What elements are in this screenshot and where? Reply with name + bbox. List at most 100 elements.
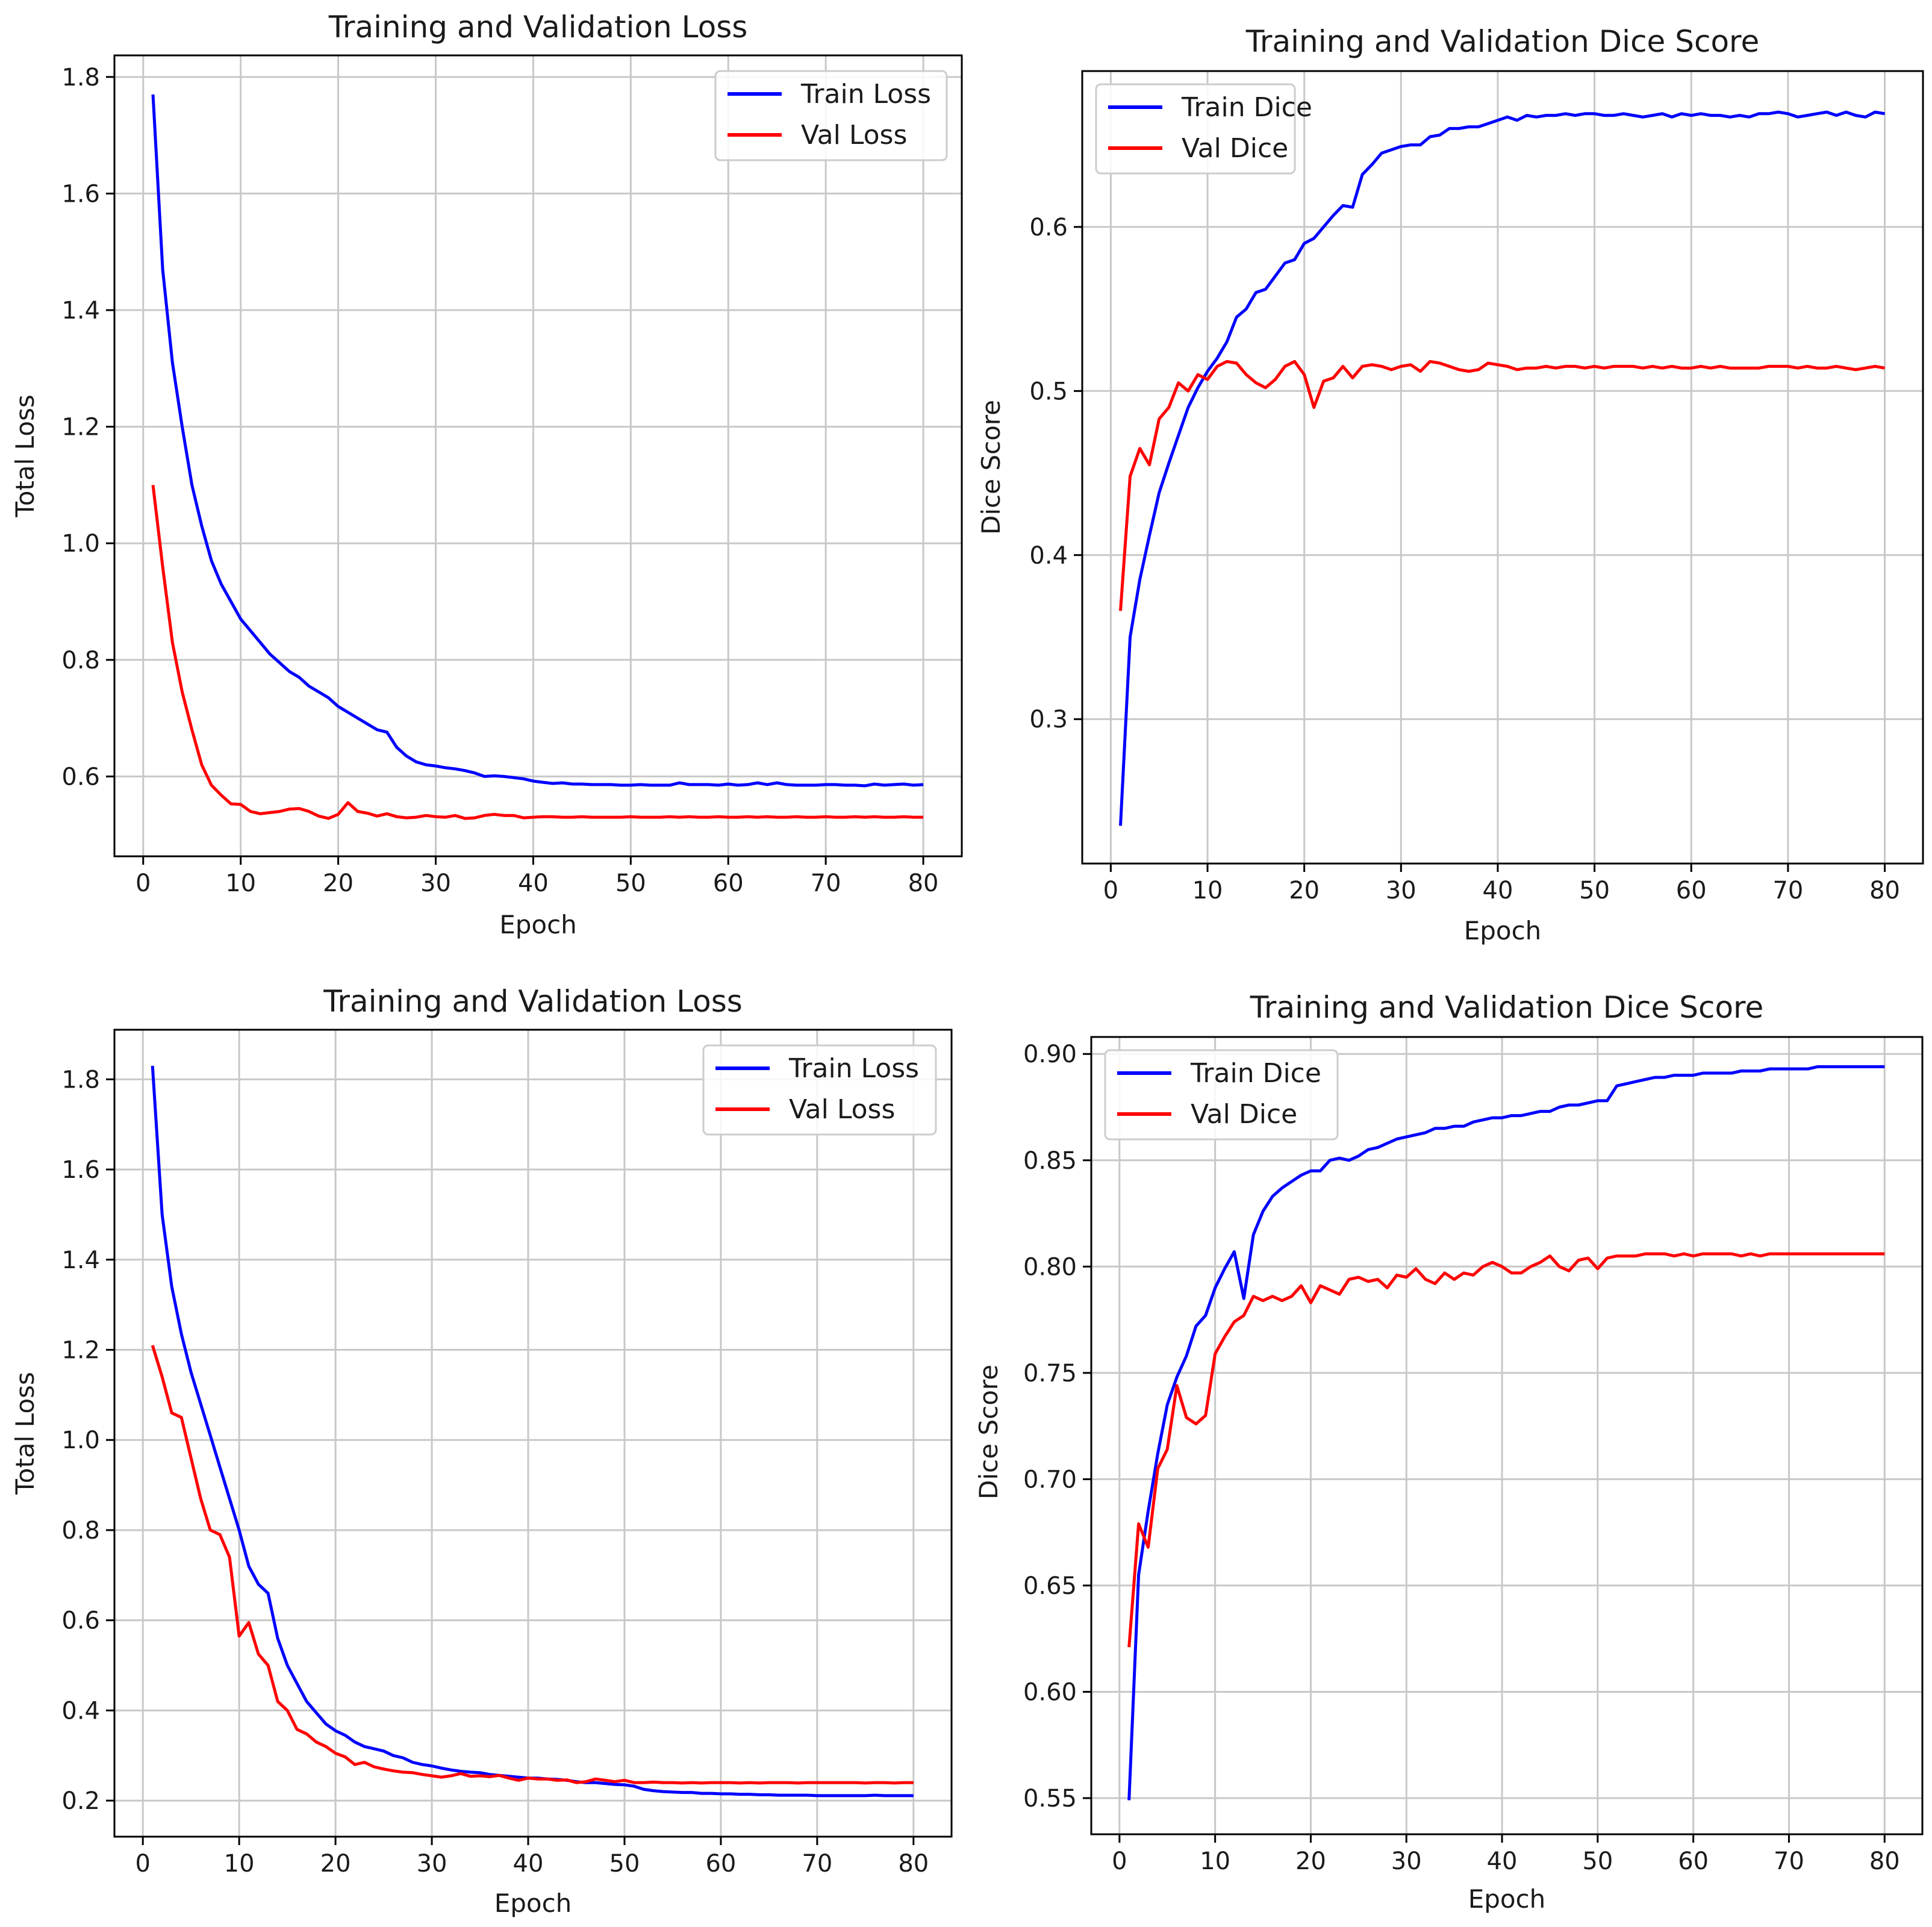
- legend: Train Dice Val Dice: [1104, 1049, 1339, 1141]
- chart-title: Training and Validation Dice Score: [1250, 990, 1764, 1025]
- panel-top-left-loss: 0 10 20 30 40 50 60 70 80 0.6 0.8 1.0 1.2 1.4 1.6 1.8 T…: [10, 10, 963, 939]
- y-tick-label: 1.4: [61, 1247, 100, 1274]
- legend-label: Train Dice: [1190, 1058, 1321, 1089]
- x-tick-label: 80: [898, 1850, 929, 1878]
- y-tick-label: 0.6: [61, 763, 100, 791]
- y-tick-label: 0.8: [61, 1517, 100, 1545]
- axes-frame: [1090, 1036, 1924, 1835]
- series-line-val-dice: [1119, 360, 1885, 611]
- x-tick-label: 0: [1112, 1848, 1127, 1875]
- x-tick-label: 10: [224, 1850, 255, 1878]
- series-line-train-loss: [151, 1065, 914, 1798]
- y-tick-label: 0.70: [1023, 1466, 1077, 1493]
- y-tick-label: 0.5: [1029, 378, 1068, 405]
- x-tick-label: 50: [609, 1850, 640, 1878]
- y-tick-label: 1.8: [61, 64, 100, 92]
- x-tick-label: 40: [513, 1850, 544, 1878]
- y-tick-label: 0.80: [1023, 1253, 1077, 1281]
- x-tick-label: 40: [1483, 877, 1513, 904]
- x-tick-label: 0: [135, 1850, 150, 1878]
- x-tick-label: 30: [1391, 1848, 1422, 1875]
- x-tick-label: 10: [1200, 1848, 1230, 1875]
- legend-label: Train Dice: [1181, 92, 1312, 123]
- x-tick-label: 20: [323, 870, 354, 897]
- y-tick-label: 0.85: [1023, 1147, 1077, 1175]
- x-tick-label: 60: [1676, 877, 1707, 904]
- y-tick-label: 0.90: [1023, 1041, 1077, 1068]
- y-tick-label: 0.4: [1029, 542, 1068, 570]
- y-tick-label: 1.0: [61, 530, 100, 558]
- x-tick-label: 70: [802, 1850, 832, 1878]
- x-tick-label: 60: [705, 1850, 736, 1878]
- y-tick-label: 0.6: [61, 1607, 100, 1635]
- series-line-val-loss: [151, 485, 923, 820]
- y-tick-label: 0.8: [61, 647, 100, 674]
- x-tick-label: 80: [1869, 877, 1900, 904]
- series-line-val-dice: [1127, 1252, 1885, 1648]
- series-line-train-dice: [1127, 1065, 1885, 1801]
- series-line-train-dice: [1119, 110, 1885, 826]
- y-axis-label: Total Loss: [10, 394, 40, 518]
- y-tick-label: 0.3: [1029, 706, 1068, 733]
- axes-frame: [113, 1029, 953, 1838]
- y-tick-label: 0.60: [1023, 1678, 1077, 1706]
- x-axis-label: Epoch: [494, 1888, 572, 1918]
- x-tick-label: 80: [908, 870, 939, 897]
- x-tick-label: 0: [1103, 877, 1118, 904]
- legend: Train Dice Val Dice: [1095, 83, 1312, 175]
- x-tick-label: 60: [713, 870, 744, 897]
- y-tick-label: 1.6: [61, 180, 100, 208]
- x-tick-label: 30: [417, 1850, 447, 1878]
- legend: Train Loss Val Loss: [714, 70, 948, 161]
- axes-frame: [1081, 70, 1924, 865]
- legend-label: Val Loss: [801, 120, 907, 151]
- x-axis-label: Epoch: [1464, 916, 1542, 945]
- legend-label: Val Loss: [789, 1094, 895, 1125]
- y-tick-label: 0.4: [61, 1697, 100, 1725]
- y-tick-label: 1.6: [61, 1156, 100, 1184]
- x-axis-label: Epoch: [1468, 1884, 1546, 1914]
- chart-title: Training and Validation Loss: [328, 10, 748, 45]
- y-tick-label: 1.0: [61, 1427, 100, 1454]
- x-tick-label: 50: [1582, 1848, 1613, 1875]
- x-tick-label: 30: [420, 870, 451, 897]
- y-tick-label: 1.2: [61, 414, 100, 441]
- x-tick-label: 70: [1774, 1848, 1804, 1875]
- legend: Train Loss Val Loss: [702, 1044, 937, 1136]
- y-tick-label: 0.55: [1023, 1785, 1077, 1813]
- x-tick-label: 70: [811, 870, 841, 897]
- chart-title: Training and Validation Dice Score: [1245, 24, 1760, 59]
- series-line-val-loss: [151, 1345, 914, 1785]
- legend-label: Val Dice: [1182, 133, 1288, 164]
- y-axis-label: Dice Score: [974, 1365, 1003, 1499]
- y-tick-label: 1.4: [61, 297, 100, 325]
- x-tick-label: 50: [1579, 877, 1610, 904]
- x-tick-label: 10: [1192, 877, 1223, 904]
- y-tick-label: 0.75: [1023, 1360, 1077, 1387]
- y-axis-label: Dice Score: [976, 400, 1006, 535]
- x-tick-label: 60: [1678, 1848, 1709, 1875]
- y-tick-label: 0.2: [61, 1787, 100, 1815]
- x-tick-label: 80: [1869, 1848, 1900, 1875]
- x-tick-label: 40: [518, 870, 549, 897]
- x-tick-label: 30: [1386, 877, 1416, 904]
- x-tick-label: 10: [225, 870, 256, 897]
- x-tick-label: 70: [1772, 877, 1803, 904]
- legend-label: Train Loss: [800, 79, 931, 110]
- x-tick-label: 20: [320, 1850, 351, 1878]
- x-tick-label: 20: [1295, 1848, 1326, 1875]
- panel-bottom-left-loss: 0 10 20 30 40 50 60 70 80 0.2 0.4 0.6 0.8 1.0 1.2 1.4 1.…: [10, 984, 953, 1918]
- x-tick-label: 20: [1289, 877, 1320, 904]
- legend-label: Val Dice: [1191, 1099, 1297, 1130]
- y-tick-label: 0.6: [1029, 214, 1068, 241]
- y-tick-label: 1.2: [61, 1337, 100, 1365]
- series-line-train-loss: [151, 94, 924, 788]
- axes-frame: [113, 54, 963, 858]
- y-tick-label: 0.65: [1023, 1572, 1077, 1600]
- x-axis-label: Epoch: [499, 910, 577, 939]
- x-tick-label: 40: [1487, 1848, 1518, 1875]
- panel-bottom-right-dice: 0 10 20 30 40 50 60 70 80 0.55 0.60 0.65 0.70 0.75 0.8…: [974, 990, 1924, 1914]
- y-tick-label: 1.8: [61, 1066, 100, 1094]
- y-axis-label: Total Loss: [10, 1372, 40, 1495]
